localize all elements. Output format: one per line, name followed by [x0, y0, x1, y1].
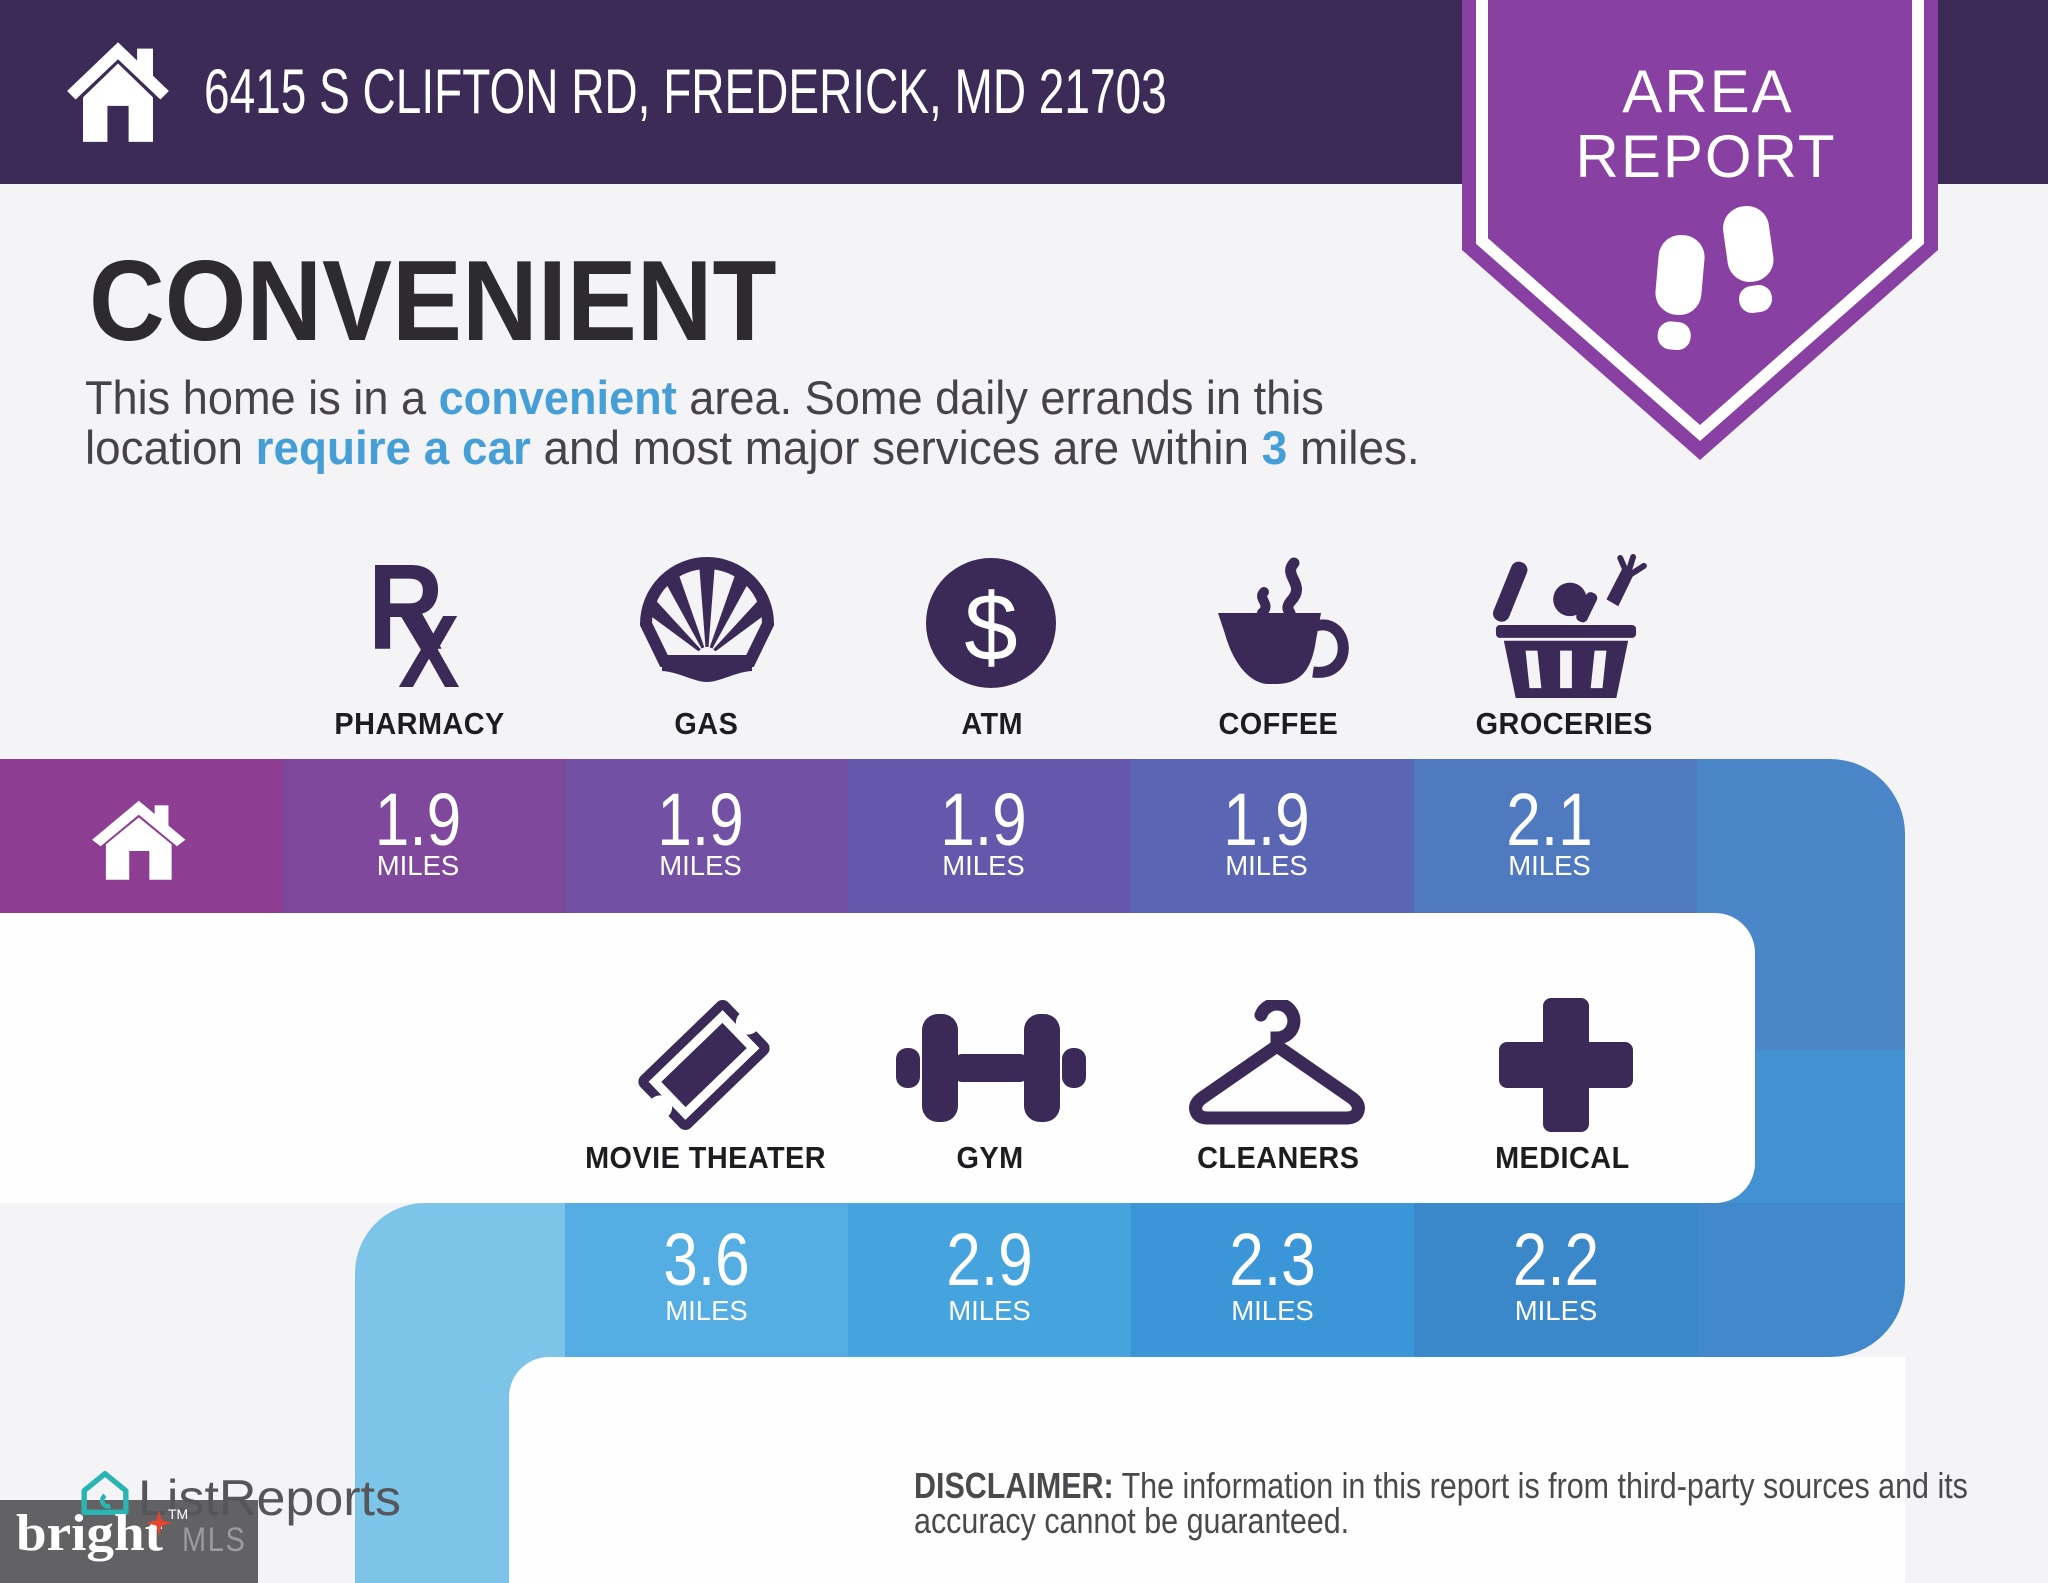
svg-text:REPORT: REPORT	[1576, 123, 1837, 190]
svg-text:R: R	[368, 545, 444, 676]
svg-text:$: $	[964, 574, 1017, 681]
svg-text:AREA: AREA	[1622, 58, 1793, 125]
svg-text:X: X	[398, 593, 460, 695]
